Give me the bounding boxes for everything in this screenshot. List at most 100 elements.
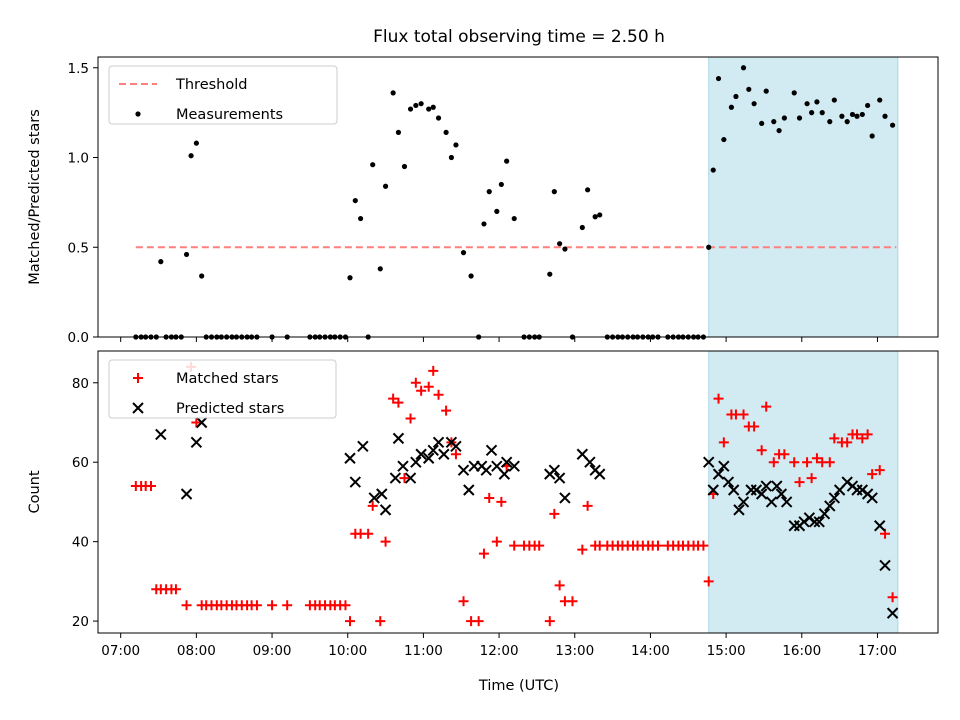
predicted-stars-point: [866, 492, 878, 504]
measurement-point: [443, 129, 449, 135]
predicted-stars-point: [780, 496, 793, 508]
predicted-stars-point: [879, 559, 891, 572]
matched-stars-point: [802, 457, 813, 468]
predicted-stars-point: [771, 480, 783, 492]
predicted-stars-point: [480, 464, 492, 476]
y-tick-label: 1.0: [68, 151, 89, 167]
predicted-stars-point: [195, 416, 208, 429]
predicted-stars-point: [155, 428, 167, 441]
matched-stars-point: [388, 393, 399, 404]
matched-stars-point: [181, 600, 192, 611]
measurement-point: [562, 246, 568, 252]
measurement-point: [498, 181, 504, 188]
predicted-stars-point: [755, 488, 768, 500]
matched-stars-point: [478, 548, 489, 559]
predicted-stars-point: [349, 476, 362, 488]
legend-box: [108, 65, 338, 125]
predicted-stars-point: [818, 508, 831, 520]
y-tick-label: 40: [72, 535, 89, 551]
measurement-point: [557, 241, 563, 247]
legend-swatch-matched: [133, 373, 143, 383]
predicted-stars-point: [727, 484, 740, 496]
legend-label: Measurements: [176, 107, 283, 123]
predicted-stars-point: [344, 452, 356, 464]
matched-stars-point: [450, 449, 461, 460]
matched-stars-point: [340, 600, 351, 611]
predicted-stars-point: [450, 440, 462, 453]
predicted-stars-point: [828, 492, 841, 504]
predicted-stars-point: [438, 448, 450, 460]
bottom-panel: 20 40 60 80 07:00 08:00 09:00 10:00 11:00 12:00 13…: [27, 350, 939, 659]
matched-stars-point: [794, 477, 805, 488]
predicted-stars-point: [886, 607, 899, 619]
measurement-point: [430, 104, 436, 110]
legend: Threshold Measurements: [108, 65, 338, 125]
predicted-stars-point: [368, 492, 380, 504]
matched-stars-point: [458, 596, 469, 607]
measurement-point: [158, 259, 164, 265]
matched-stars-point: [713, 393, 724, 404]
matched-stars-point: [887, 592, 898, 603]
matched-stars-point: [282, 600, 293, 611]
matched-stars-point: [509, 540, 520, 551]
y-tick-label: 60: [72, 455, 89, 471]
matched-stars-point: [653, 540, 663, 551]
matched-stars-point: [423, 381, 434, 392]
measurement-point: [839, 113, 845, 119]
measurement-point: [710, 167, 716, 173]
matched-stars-point: [484, 492, 495, 503]
series-matched-stars: [130, 361, 898, 627]
matched-stars-point: [393, 397, 404, 408]
axes-frame: [97, 56, 939, 338]
predicted-stars-point: [180, 488, 193, 500]
predicted-stars-point: [463, 484, 475, 496]
measurement-point: [706, 244, 712, 250]
matched-stars-point: [367, 500, 378, 511]
measurement-point: [849, 111, 856, 118]
measurement-point: [771, 119, 777, 125]
measurement-point: [763, 88, 769, 94]
predicted-stars-point: [733, 504, 745, 516]
predicted-stars-point: [559, 492, 571, 504]
matched-stars-point: [473, 616, 484, 627]
matched-stars-point: [375, 616, 386, 627]
matched-stars-point: [345, 616, 355, 627]
measurement-point: [728, 104, 735, 110]
predicted-stars-point: [737, 496, 750, 508]
matched-stars-point: [867, 469, 878, 480]
matched-stars-point: [779, 449, 790, 460]
legend-box: [108, 359, 337, 419]
measurement-point: [551, 189, 557, 195]
legend-label: Predicted stars: [176, 401, 284, 417]
axes-frame: [97, 350, 939, 634]
predicted-stars-point: [415, 448, 427, 460]
x-tick-label: 11:00: [404, 643, 443, 659]
measurement-point: [413, 102, 419, 109]
predicted-stars-point: [404, 472, 417, 484]
predicted-stars-point: [422, 452, 435, 464]
matched-stars-point: [811, 453, 822, 464]
measurement-point: [733, 93, 739, 100]
matched-stars-point: [862, 429, 873, 440]
measurement-point: [877, 97, 883, 103]
legend-swatch-predicted: [132, 402, 144, 414]
measurement-point: [746, 86, 752, 92]
predicted-stars-point: [498, 468, 511, 480]
measurement-point: [468, 273, 474, 279]
y-tick-label: 1.5: [68, 61, 89, 77]
matched-stars-point: [806, 473, 817, 484]
predicted-stars-point: [553, 472, 566, 484]
predicted-stars-point: [379, 504, 392, 516]
matched-stars-point: [698, 540, 709, 551]
predicted-stars-point: [548, 464, 561, 476]
matched-stars-point: [363, 528, 374, 539]
predicted-stars-point: [392, 432, 405, 445]
matched-stars-point: [441, 405, 452, 416]
predicted-stars-point: [427, 444, 439, 457]
x-tick-label: 07:00: [101, 643, 140, 659]
predicted-stars-point: [702, 456, 715, 468]
measurement-point: [347, 275, 353, 281]
matched-stars-point: [534, 540, 545, 551]
matched-stars-point: [428, 365, 439, 376]
x-tick-label: 12:00: [480, 643, 519, 659]
